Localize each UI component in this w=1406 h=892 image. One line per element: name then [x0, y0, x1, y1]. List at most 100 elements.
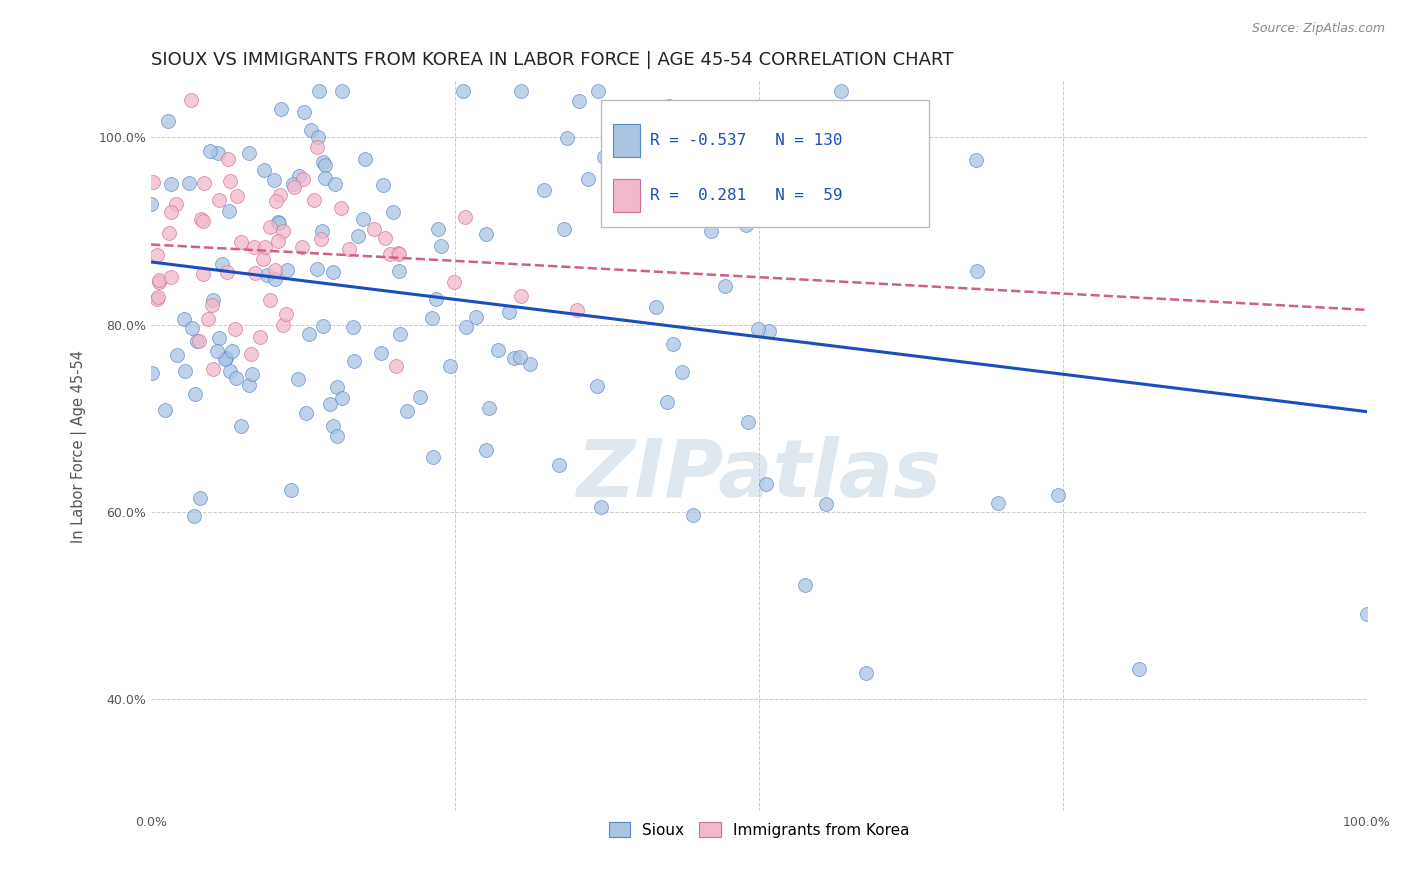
- Point: [475, 442, 498, 457]
- Point: [420, 310, 443, 325]
- Point: [197, 312, 219, 326]
- Point: [422, 450, 444, 464]
- Point: [270, 102, 292, 116]
- Point: [139, 196, 162, 211]
- Point: [193, 214, 215, 228]
- Point: [269, 188, 291, 202]
- Point: [264, 194, 287, 208]
- Point: [758, 324, 780, 338]
- Point: [1355, 607, 1378, 621]
- Point: [193, 176, 215, 190]
- Point: [371, 178, 394, 192]
- Point: [586, 84, 609, 98]
- Text: ZIPatlas: ZIPatlas: [576, 436, 942, 515]
- Point: [288, 169, 311, 183]
- Point: [264, 271, 287, 285]
- Text: SIOUX VS IMMIGRANTS FROM KOREA IN LABOR FORCE | AGE 45-54 CORRELATION CHART: SIOUX VS IMMIGRANTS FROM KOREA IN LABOR …: [150, 51, 953, 69]
- Point: [252, 252, 274, 266]
- Point: [384, 359, 406, 373]
- Point: [429, 239, 451, 253]
- Text: Source: ZipAtlas.com: Source: ZipAtlas.com: [1251, 22, 1385, 36]
- Point: [354, 152, 377, 166]
- Point: [238, 145, 260, 160]
- Point: [249, 330, 271, 344]
- Point: [374, 231, 396, 245]
- Point: [707, 172, 730, 186]
- Point: [299, 123, 322, 137]
- Point: [589, 500, 612, 515]
- Point: [157, 114, 180, 128]
- Point: [148, 290, 170, 304]
- Point: [218, 174, 240, 188]
- Point: [254, 240, 277, 254]
- Point: [311, 155, 333, 169]
- Point: [387, 245, 409, 260]
- Point: [502, 351, 524, 365]
- Point: [190, 491, 212, 505]
- Point: [700, 224, 723, 238]
- Point: [160, 204, 183, 219]
- FancyBboxPatch shape: [600, 100, 929, 227]
- Point: [671, 365, 693, 379]
- Point: [770, 109, 793, 123]
- Point: [799, 191, 821, 205]
- Point: [326, 380, 349, 394]
- Point: [259, 219, 281, 234]
- Point: [342, 320, 364, 334]
- Point: [427, 221, 450, 235]
- Point: [208, 331, 231, 345]
- Point: [160, 177, 183, 191]
- Point: [966, 263, 988, 277]
- Point: [425, 292, 447, 306]
- Point: [388, 263, 411, 277]
- Point: [291, 240, 314, 254]
- Point: [568, 94, 591, 108]
- Point: [238, 377, 260, 392]
- Point: [231, 235, 253, 249]
- Point: [519, 357, 541, 371]
- Point: [180, 93, 202, 107]
- Point: [153, 402, 176, 417]
- Point: [830, 121, 852, 136]
- Text: R = -0.537   N = 130: R = -0.537 N = 130: [650, 133, 842, 148]
- Point: [311, 224, 333, 238]
- Point: [330, 201, 353, 215]
- Point: [475, 227, 498, 242]
- Point: [323, 177, 346, 191]
- Point: [219, 364, 242, 378]
- Point: [614, 121, 637, 136]
- Legend: Sioux, Immigrants from Korea: Sioux, Immigrants from Korea: [602, 816, 915, 844]
- Point: [207, 343, 229, 358]
- Point: [256, 268, 278, 282]
- FancyBboxPatch shape: [613, 124, 640, 157]
- Point: [271, 318, 294, 332]
- Point: [174, 364, 197, 378]
- Point: [200, 144, 222, 158]
- Point: [815, 497, 838, 511]
- Point: [747, 322, 769, 336]
- Point: [207, 145, 229, 160]
- Point: [465, 310, 488, 325]
- Point: [142, 175, 165, 189]
- Point: [240, 367, 263, 381]
- Point: [478, 401, 501, 415]
- Point: [645, 300, 668, 314]
- Point: [274, 306, 297, 320]
- Point: [794, 578, 817, 592]
- Point: [555, 131, 578, 145]
- Point: [509, 350, 531, 364]
- Point: [553, 222, 575, 236]
- Point: [141, 367, 163, 381]
- Point: [283, 180, 305, 194]
- Point: [498, 305, 520, 319]
- Y-axis label: In Labor Force | Age 45-54: In Labor Force | Age 45-54: [72, 350, 87, 542]
- Point: [242, 240, 264, 254]
- Point: [755, 477, 778, 491]
- Point: [658, 99, 681, 113]
- Point: [443, 275, 465, 289]
- Point: [208, 194, 231, 208]
- Point: [305, 140, 328, 154]
- Point: [308, 130, 330, 145]
- Point: [240, 347, 263, 361]
- Point: [714, 279, 737, 293]
